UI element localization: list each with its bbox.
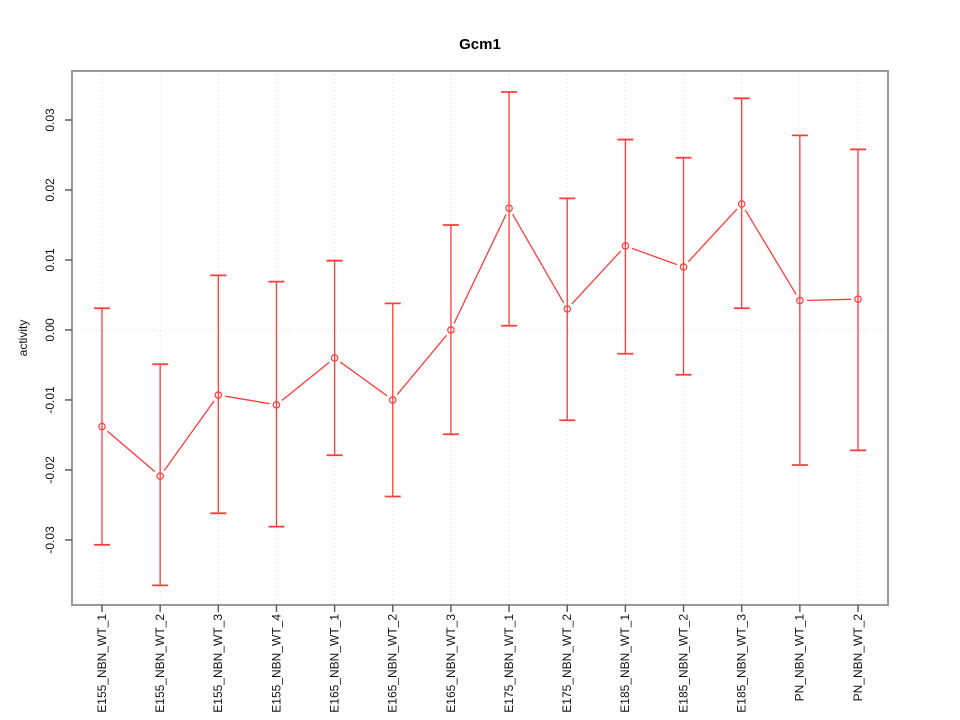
data-point bbox=[214, 391, 223, 399]
plot-layer: -0.03 -0.02 -0.01 0.00 0.01 0.02 0.03 E155_NBN_… bbox=[43, 70, 889, 713]
chart-title: Gcm1 bbox=[459, 36, 501, 53]
y-tick-label: 0.03 bbox=[43, 108, 57, 132]
x-tick-label: E165_NBN_WT_2 bbox=[386, 614, 400, 713]
data-point bbox=[505, 204, 513, 212]
series-segment bbox=[744, 209, 797, 295]
y-tick-label: 0.00 bbox=[43, 318, 57, 342]
y-tick-label: -0.03 bbox=[43, 526, 57, 554]
x-tick-label: E185_NBN_WT_3 bbox=[735, 614, 749, 713]
data-point bbox=[330, 354, 339, 362]
x-tick-label: E175_NBN_WT_2 bbox=[560, 614, 574, 713]
series-segment bbox=[225, 395, 270, 405]
x-tick-label: E185_NBN_WT_1 bbox=[618, 614, 632, 713]
series-segment bbox=[106, 430, 156, 473]
x-tick-label: E155_NBN_WT_3 bbox=[211, 614, 225, 713]
data-point bbox=[737, 200, 746, 208]
data-point bbox=[621, 242, 630, 250]
series-segment bbox=[631, 247, 678, 266]
data-point bbox=[447, 326, 455, 334]
series-segment bbox=[687, 208, 738, 263]
series-segment bbox=[571, 250, 622, 305]
series-segment bbox=[281, 361, 330, 401]
x-tick-label: E165_NBN_WT_1 bbox=[327, 614, 341, 713]
data-point bbox=[563, 305, 572, 313]
data-point bbox=[156, 472, 164, 481]
plot-frame bbox=[71, 70, 889, 606]
series-segment bbox=[163, 400, 215, 471]
y-axis-label: activity bbox=[16, 320, 30, 357]
y-tick-label: -0.02 bbox=[43, 456, 57, 484]
x-tick-label: E155_NBN_WT_2 bbox=[153, 614, 167, 713]
data-point bbox=[854, 295, 862, 303]
series-segment bbox=[806, 298, 852, 302]
series-segment bbox=[512, 213, 565, 304]
x-tick-label: E155_NBN_WT_1 bbox=[95, 614, 109, 713]
y-tick-label: 0.01 bbox=[43, 248, 57, 272]
x-tick-label: PN_NBN_WT_2 bbox=[851, 614, 865, 702]
y-tick-label: 0.02 bbox=[43, 178, 57, 202]
data-point bbox=[388, 396, 397, 404]
x-tick-label: E185_NBN_WT_2 bbox=[676, 614, 690, 713]
x-tick-label: E165_NBN_WT_3 bbox=[444, 614, 458, 713]
series-segment bbox=[339, 361, 388, 397]
series-segment bbox=[396, 334, 447, 395]
x-tick-label: E175_NBN_WT_1 bbox=[502, 614, 516, 713]
x-tick-label: PN_NBN_WT_1 bbox=[793, 614, 807, 702]
y-tick-label: -0.01 bbox=[43, 386, 57, 414]
data-point bbox=[679, 263, 688, 271]
series-segment bbox=[453, 214, 507, 324]
data-point bbox=[272, 401, 281, 409]
data-point bbox=[98, 422, 106, 431]
data-point bbox=[796, 296, 804, 305]
x-tick-label: E155_NBN_WT_4 bbox=[269, 614, 283, 713]
